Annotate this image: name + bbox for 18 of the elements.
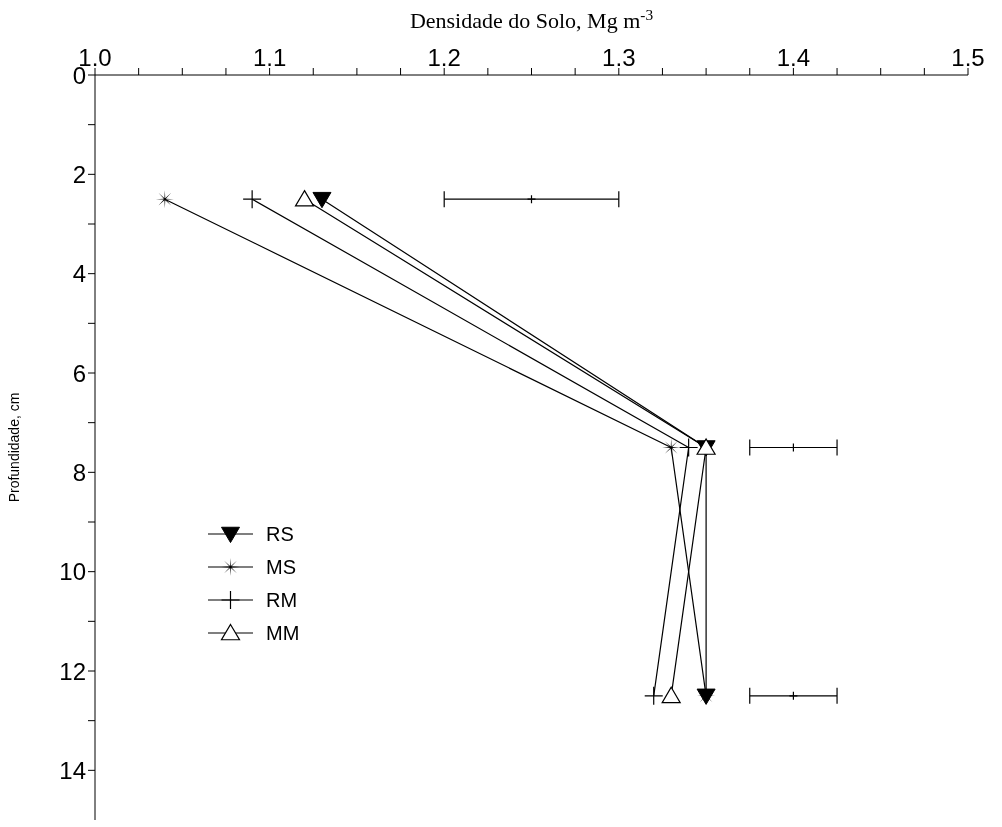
y-axis-title: Profundidade, cm (5, 392, 22, 503)
x-axis-title: Densidade do Solo, Mg m$^{-3}$ (409, 5, 654, 33)
y-tick-label: 8 (72, 458, 86, 486)
y-tick-label: 10 (59, 558, 86, 586)
y-tick-label: 4 (72, 260, 86, 288)
legend-label: MM (266, 622, 300, 644)
x-tick-label: 1.1 (252, 44, 287, 71)
x-tick-label: 1.5 (951, 44, 985, 71)
y-tick-label: 12 (59, 657, 86, 685)
x-tick-label: 1.4 (776, 44, 811, 71)
legend-label: RM (266, 589, 298, 611)
y-tick-label: 2 (72, 160, 86, 188)
legend-label: MS (266, 556, 296, 578)
x-tick-label: 1.3 (602, 44, 636, 71)
y-tick-label: 6 (72, 359, 86, 387)
legend-label: RS (266, 523, 294, 545)
x-tick-label: 1.2 (427, 44, 461, 71)
y-tick-label: 14 (59, 756, 86, 784)
